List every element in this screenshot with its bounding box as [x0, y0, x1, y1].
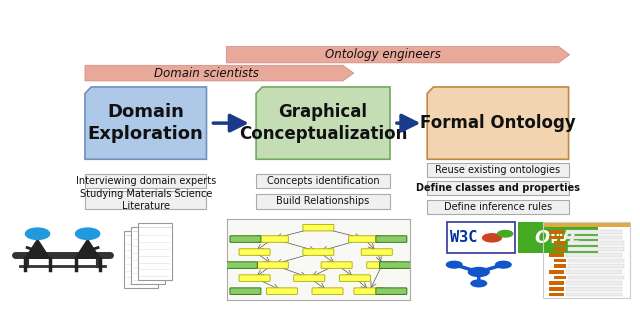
- Circle shape: [471, 280, 486, 287]
- FancyBboxPatch shape: [367, 262, 397, 268]
- Circle shape: [483, 234, 502, 242]
- FancyBboxPatch shape: [85, 191, 207, 209]
- Text: Define inference rules: Define inference rules: [444, 202, 552, 212]
- FancyBboxPatch shape: [239, 275, 270, 281]
- FancyBboxPatch shape: [339, 275, 371, 281]
- FancyBboxPatch shape: [227, 262, 257, 268]
- FancyBboxPatch shape: [568, 259, 624, 262]
- FancyBboxPatch shape: [548, 293, 564, 296]
- FancyBboxPatch shape: [428, 200, 568, 214]
- FancyBboxPatch shape: [354, 288, 385, 294]
- FancyBboxPatch shape: [568, 242, 624, 245]
- FancyBboxPatch shape: [548, 287, 564, 291]
- FancyBboxPatch shape: [239, 249, 270, 255]
- Text: Formal Ontology: Formal Ontology: [420, 114, 576, 132]
- FancyBboxPatch shape: [566, 253, 622, 257]
- FancyBboxPatch shape: [554, 247, 566, 251]
- Polygon shape: [256, 87, 390, 159]
- FancyBboxPatch shape: [568, 264, 624, 268]
- Text: Concepts identification: Concepts identification: [267, 176, 380, 186]
- FancyBboxPatch shape: [138, 223, 172, 280]
- FancyBboxPatch shape: [554, 276, 566, 279]
- FancyArrowPatch shape: [481, 265, 500, 271]
- FancyBboxPatch shape: [266, 288, 298, 294]
- Polygon shape: [26, 239, 50, 258]
- Text: Domain scientists: Domain scientists: [154, 67, 259, 80]
- FancyBboxPatch shape: [303, 224, 334, 231]
- FancyBboxPatch shape: [312, 288, 343, 294]
- FancyBboxPatch shape: [548, 281, 564, 285]
- FancyBboxPatch shape: [548, 230, 564, 234]
- FancyBboxPatch shape: [256, 174, 390, 188]
- FancyBboxPatch shape: [568, 247, 624, 251]
- FancyBboxPatch shape: [548, 253, 564, 257]
- FancyArrowPatch shape: [457, 265, 476, 271]
- Polygon shape: [85, 87, 207, 159]
- FancyBboxPatch shape: [566, 230, 622, 234]
- Text: Domain
Exploration: Domain Exploration: [88, 103, 204, 143]
- Text: Build Relationships: Build Relationships: [276, 197, 370, 207]
- FancyBboxPatch shape: [568, 276, 624, 279]
- FancyBboxPatch shape: [257, 262, 288, 268]
- FancyBboxPatch shape: [257, 236, 288, 242]
- FancyBboxPatch shape: [566, 236, 622, 239]
- FancyBboxPatch shape: [566, 270, 622, 274]
- FancyBboxPatch shape: [349, 236, 380, 242]
- Circle shape: [468, 268, 489, 276]
- Text: Define classes and properties: Define classes and properties: [416, 183, 580, 193]
- FancyBboxPatch shape: [361, 249, 392, 255]
- FancyBboxPatch shape: [131, 227, 165, 284]
- FancyBboxPatch shape: [294, 275, 324, 281]
- Text: W3C: W3C: [450, 230, 477, 245]
- Circle shape: [498, 230, 513, 237]
- FancyBboxPatch shape: [256, 194, 390, 209]
- FancyBboxPatch shape: [566, 287, 622, 291]
- FancyBboxPatch shape: [85, 174, 207, 188]
- FancyBboxPatch shape: [124, 231, 159, 288]
- FancyBboxPatch shape: [447, 222, 515, 253]
- FancyBboxPatch shape: [428, 182, 568, 195]
- Circle shape: [26, 228, 50, 239]
- FancyBboxPatch shape: [321, 262, 352, 268]
- FancyBboxPatch shape: [554, 242, 566, 245]
- Circle shape: [495, 261, 511, 268]
- FancyBboxPatch shape: [376, 288, 407, 294]
- FancyBboxPatch shape: [380, 262, 410, 268]
- Polygon shape: [428, 87, 568, 159]
- FancyBboxPatch shape: [548, 236, 564, 239]
- FancyBboxPatch shape: [376, 236, 407, 242]
- Text: Ontology engineers: Ontology engineers: [324, 48, 440, 61]
- FancyBboxPatch shape: [566, 281, 622, 285]
- Text: Graphical
Conceptualization: Graphical Conceptualization: [239, 103, 407, 143]
- FancyBboxPatch shape: [303, 249, 334, 255]
- Text: Interviewing domain experts: Interviewing domain experts: [76, 176, 216, 186]
- FancyBboxPatch shape: [230, 288, 261, 294]
- Text: Reuse existing ontologies: Reuse existing ontologies: [435, 165, 561, 175]
- Polygon shape: [85, 65, 354, 81]
- FancyBboxPatch shape: [230, 236, 261, 242]
- FancyBboxPatch shape: [518, 222, 598, 253]
- FancyBboxPatch shape: [428, 163, 568, 177]
- FancyBboxPatch shape: [548, 270, 564, 274]
- FancyBboxPatch shape: [554, 259, 566, 262]
- Polygon shape: [76, 239, 100, 258]
- FancyBboxPatch shape: [543, 222, 630, 227]
- FancyBboxPatch shape: [554, 264, 566, 268]
- Text: OWL: OWL: [535, 229, 581, 247]
- Polygon shape: [227, 46, 570, 63]
- FancyBboxPatch shape: [566, 293, 622, 296]
- Circle shape: [447, 261, 462, 268]
- Circle shape: [76, 228, 100, 239]
- Text: Studying Materials Science
Literature: Studying Materials Science Literature: [79, 189, 212, 211]
